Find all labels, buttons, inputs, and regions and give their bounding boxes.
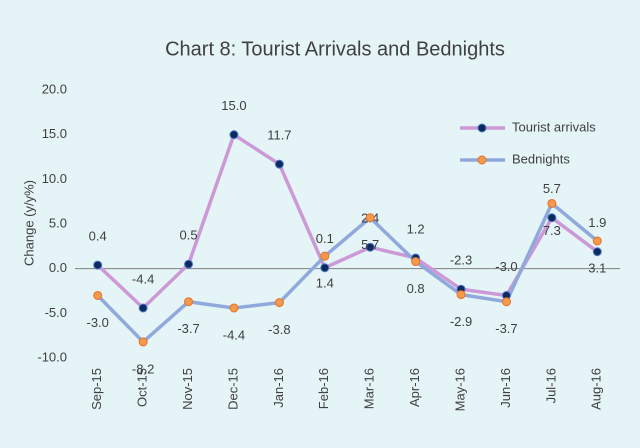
- marker: [592, 236, 602, 246]
- data-label: 1.2: [407, 221, 425, 236]
- marker: [365, 213, 375, 223]
- data-label: 0.8: [407, 281, 425, 296]
- marker: [138, 337, 148, 347]
- marker: [229, 303, 239, 313]
- y-tick-label: 10.0: [42, 171, 67, 186]
- marker: [274, 159, 284, 169]
- legend-marker: [477, 155, 487, 165]
- x-tick-label: Dec-15: [225, 368, 240, 410]
- data-label: -2.3: [450, 253, 472, 268]
- marker: [456, 290, 466, 300]
- y-tick-label: -5.0: [45, 305, 67, 320]
- data-label: -8.2: [132, 361, 154, 376]
- marker: [184, 297, 194, 307]
- y-tick-label: 0.0: [49, 260, 67, 275]
- marker: [93, 260, 103, 270]
- data-label: 0.5: [180, 228, 198, 243]
- series-line: [96, 200, 599, 345]
- data-label: 1.9: [588, 215, 606, 230]
- data-label: 11.7: [267, 128, 291, 143]
- data-label: 3.1: [588, 260, 606, 275]
- legend-marker: [477, 123, 487, 133]
- marker: [274, 298, 284, 308]
- data-label: -3.7: [495, 321, 517, 336]
- chart-title: Chart 8: Tourist Arrivals and Bednights: [165, 38, 505, 60]
- x-tick-label: Jul-16: [543, 368, 558, 403]
- y-axis-label: Change (y/y%): [21, 180, 36, 266]
- x-tick-label: Jan-16: [271, 368, 286, 408]
- data-label: -3.0: [87, 315, 109, 330]
- x-tick-label: May-16: [452, 368, 467, 411]
- data-label: 15.0: [221, 98, 246, 113]
- x-tick-label: Apr-16: [407, 368, 422, 407]
- data-label: 1.4: [316, 276, 334, 291]
- data-label: 0.1: [316, 231, 334, 246]
- marker: [592, 247, 602, 257]
- marker: [138, 303, 148, 313]
- data-label: -3.8: [268, 322, 290, 337]
- x-tick-label: Aug-16: [589, 368, 604, 410]
- data-label: -3.0: [495, 259, 517, 274]
- x-tick-label: Mar-16: [362, 368, 377, 409]
- marker: [547, 213, 557, 223]
- marker: [229, 130, 239, 140]
- data-label: 5.7: [361, 237, 379, 252]
- marker: [547, 198, 557, 208]
- x-tick-label: Jun-16: [498, 368, 513, 408]
- x-tick-label: Oct-15: [135, 368, 150, 407]
- marker: [184, 259, 194, 269]
- x-tick-label: Sep-15: [89, 368, 104, 410]
- legend-label: Tourist arrivals: [512, 119, 596, 134]
- marker: [411, 257, 421, 267]
- marker: [93, 290, 103, 300]
- x-tick-label: Nov-15: [180, 368, 195, 410]
- y-tick-label: 20.0: [42, 81, 67, 96]
- data-label: -2.9: [450, 314, 472, 329]
- marker: [320, 251, 330, 261]
- data-label: -3.7: [177, 321, 199, 336]
- data-label: 0.4: [89, 229, 107, 244]
- x-tick-label: Feb-16: [316, 368, 331, 409]
- data-label: -4.4: [132, 271, 154, 286]
- y-tick-label: 5.0: [49, 215, 67, 230]
- data-label: -4.4: [223, 327, 245, 342]
- marker: [320, 263, 330, 273]
- y-tick-label: 15.0: [42, 126, 67, 141]
- marker: [365, 242, 375, 252]
- marker: [501, 297, 511, 307]
- data-label: 5.7: [543, 181, 561, 196]
- legend-label: Bednights: [512, 151, 570, 166]
- y-tick-label: -10.0: [37, 349, 67, 364]
- data-label: 7.3: [543, 223, 561, 238]
